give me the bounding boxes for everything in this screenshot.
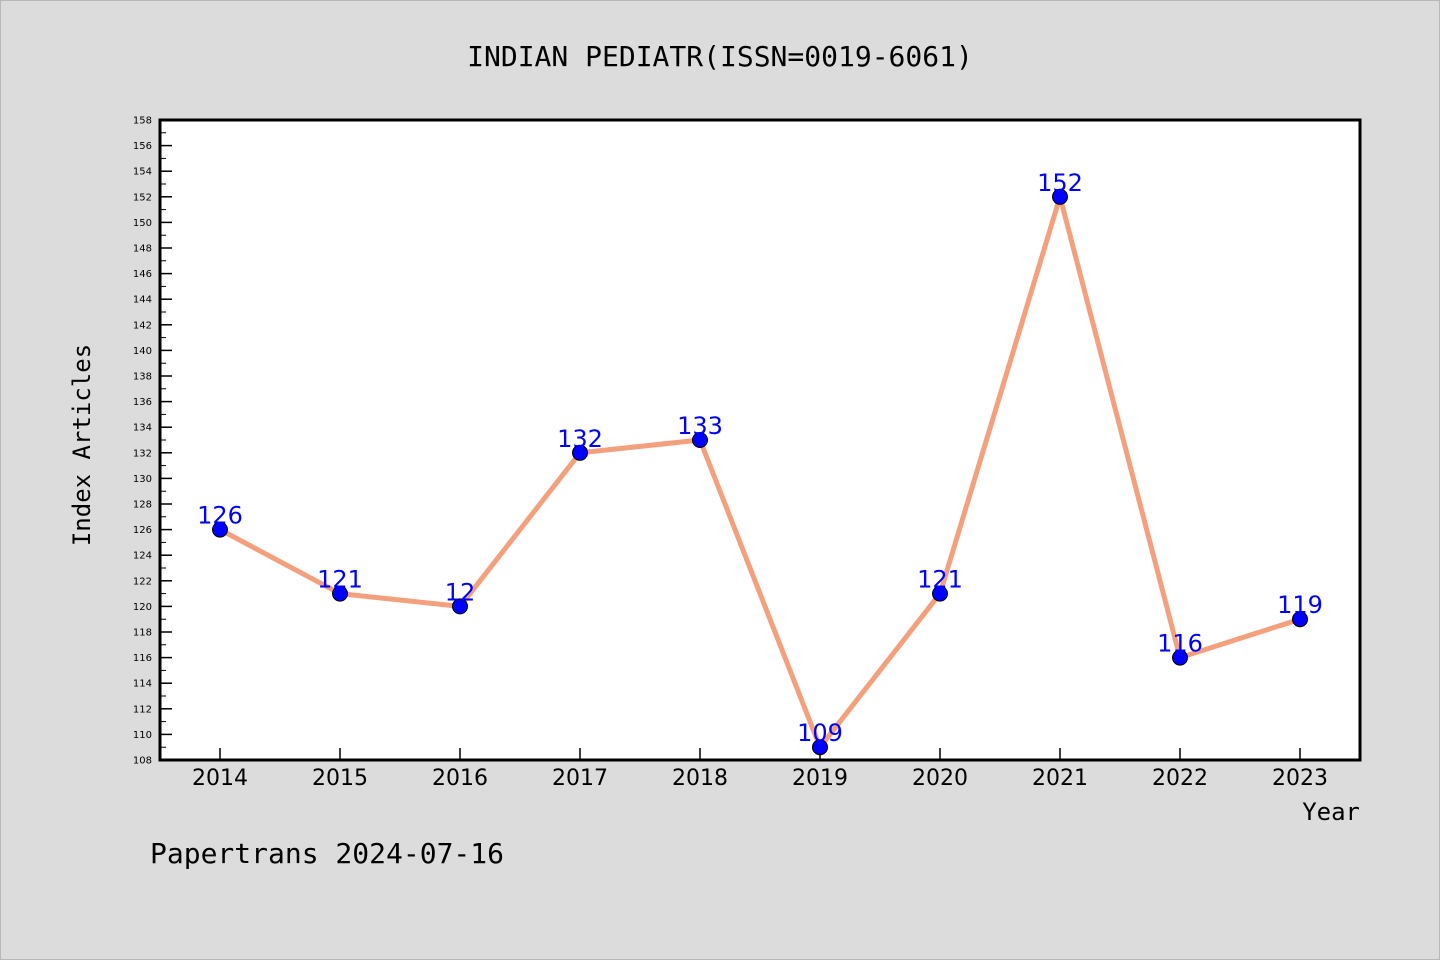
y-tick-label: 152	[133, 192, 152, 203]
x-axis-label: Year	[1302, 798, 1360, 826]
data-point	[932, 585, 948, 602]
y-tick-label: 122	[133, 576, 152, 587]
x-tick-label: 2018	[672, 766, 728, 791]
x-tick-label: 2021	[1032, 766, 1088, 791]
y-tick-label: 142	[133, 320, 152, 331]
x-tick-label: 2014	[192, 766, 248, 791]
x-tick-label: 2016	[432, 766, 488, 791]
x-tick-label: 2022	[1152, 766, 1208, 791]
data-label: 109	[797, 719, 843, 747]
x-tick-label: 2019	[792, 766, 848, 791]
data-label: 121	[317, 566, 363, 594]
x-tick-label: 2015	[312, 766, 368, 791]
y-tick-label: 116	[133, 653, 152, 664]
data-label: 133	[677, 412, 723, 440]
plot-frame	[158, 118, 1362, 762]
y-tick-label: 136	[133, 397, 152, 408]
x-tick-label: 2023	[1272, 766, 1328, 791]
x-tick-label: 2017	[552, 766, 608, 791]
y-tick-label: 128	[133, 500, 152, 511]
chart-title: INDIAN PEDIATR(ISSN=0019-6061)	[467, 40, 973, 73]
y-tick-label: 108	[133, 756, 152, 767]
y-tick-label: 130	[133, 474, 152, 485]
data-point	[332, 585, 348, 602]
y-tick-label: 144	[133, 295, 152, 306]
y-axis-label: Index Articles	[68, 344, 96, 546]
y-tick-label: 110	[133, 730, 152, 741]
data-label: 119	[1277, 591, 1323, 619]
y-axis: 108 110 112 114 116 118 120 122 124 126 128 130 132 1…	[133, 116, 172, 767]
y-tick-label: 118	[133, 628, 152, 639]
footer-credit: Papertrans 2024-07-16	[150, 837, 504, 870]
y-tick-label: 132	[133, 448, 152, 459]
y-tick-label: 126	[133, 525, 152, 536]
y-tick-label: 148	[133, 244, 152, 255]
y-tick-label: 114	[133, 679, 152, 690]
data-point	[1292, 611, 1308, 628]
y-tick-label: 154	[133, 167, 152, 178]
y-tick-label: 146	[133, 269, 152, 280]
x-axis: 2014 2015 2016 2017 2018 2019 2020 2021 2022 2023	[192, 748, 1328, 791]
data-label: 126	[197, 502, 243, 530]
series-line	[217, 194, 1303, 750]
data-label: 12	[445, 578, 476, 606]
y-tick-label: 112	[133, 704, 152, 715]
y-tick-label: 158	[133, 116, 152, 127]
y-tick-label: 120	[133, 602, 152, 613]
plot-area	[160, 120, 1360, 760]
data-point	[812, 739, 828, 756]
data-point	[1052, 188, 1068, 205]
data-label: 116	[1157, 630, 1203, 658]
data-point	[1172, 649, 1188, 666]
data-label: 132	[557, 425, 603, 453]
data-label: 121	[917, 566, 963, 594]
data-point	[692, 432, 708, 448]
y-tick-label: 140	[133, 346, 152, 357]
y-tick-label: 138	[133, 372, 152, 383]
x-tick-label: 2020	[912, 766, 968, 791]
data-markers	[212, 188, 1308, 756]
data-labels: 126 121 12 132 133 109 121 152 116 119	[197, 169, 1323, 747]
y-tick-label: 156	[133, 141, 152, 152]
data-point	[452, 598, 468, 615]
y-tick-label: 134	[133, 423, 152, 434]
y-tick-label: 150	[133, 218, 152, 229]
data-point	[212, 521, 228, 538]
data-point	[572, 444, 588, 461]
data-label: 152	[1037, 169, 1083, 197]
y-tick-label: 124	[133, 551, 152, 562]
